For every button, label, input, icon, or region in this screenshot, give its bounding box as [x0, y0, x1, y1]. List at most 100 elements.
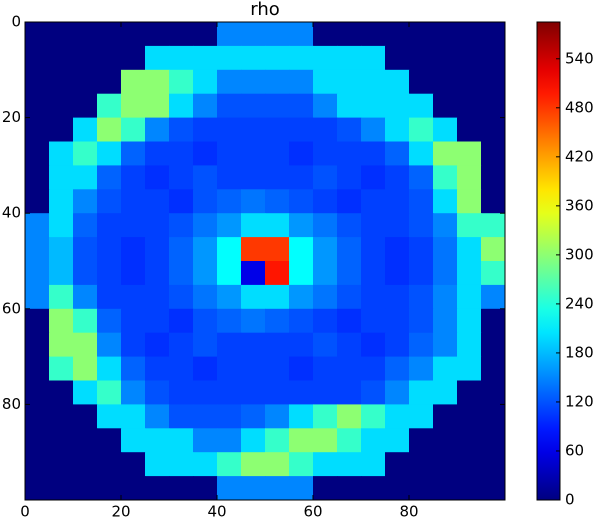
- heat-cell: [25, 452, 50, 477]
- heat-cell: [193, 308, 218, 334]
- heat-cell: [409, 356, 434, 381]
- heat-cell: [73, 356, 98, 381]
- heat-cell: [121, 45, 146, 71]
- heat-cell: [289, 308, 314, 334]
- heat-cell: [193, 380, 218, 405]
- heat-cell: [337, 117, 362, 142]
- heat-cell: [433, 69, 458, 95]
- heat-cell: [25, 141, 50, 166]
- heat-cell: [481, 308, 506, 334]
- heat-cell: [457, 165, 482, 190]
- heat-cell: [361, 332, 386, 358]
- heat-cell: [169, 22, 194, 47]
- heat-cell: [409, 117, 434, 142]
- heat-cell: [193, 213, 218, 238]
- heat-cell: [265, 93, 290, 119]
- heat-cell: [313, 452, 338, 477]
- heat-cell: [241, 141, 266, 166]
- heat-cell: [409, 476, 434, 501]
- heat-cell: [169, 237, 194, 262]
- heat-cell: [97, 45, 122, 71]
- heat-cell: [121, 428, 146, 453]
- heat-cell: [337, 332, 362, 358]
- heat-cell: [361, 189, 386, 214]
- heat-cell: [337, 308, 362, 334]
- heat-cell: [265, 284, 290, 310]
- heat-cell: [145, 476, 170, 501]
- heat-cell: [25, 189, 50, 214]
- heat-cell: [457, 237, 482, 262]
- heat-cell: [289, 356, 314, 381]
- heat-cell: [49, 404, 74, 429]
- heat-cell: [313, 117, 338, 142]
- heat-cell: [97, 452, 122, 477]
- heat-cell: [265, 45, 290, 71]
- heat-cell: [73, 332, 98, 358]
- heat-cell: [25, 117, 50, 142]
- heat-cell: [193, 237, 218, 262]
- heat-cell: [217, 141, 242, 166]
- heat-cell: [121, 165, 146, 190]
- y-tick-label: 80: [2, 395, 21, 413]
- heat-cell: [337, 213, 362, 238]
- heat-cell: [193, 284, 218, 310]
- heat-cell: [49, 141, 74, 166]
- heat-cell: [121, 141, 146, 166]
- heat-cell: [217, 22, 242, 47]
- heat-cell: [289, 476, 314, 501]
- heat-cell: [433, 428, 458, 453]
- heat-cell: [457, 476, 482, 501]
- heat-cell: [145, 237, 170, 262]
- heat-cell: [193, 332, 218, 358]
- heat-cell: [361, 213, 386, 238]
- heat-cell: [361, 93, 386, 119]
- x-tick-label: 60: [303, 503, 322, 519]
- heat-cell: [121, 452, 146, 477]
- heat-cell: [121, 356, 146, 381]
- heat-cell: [265, 308, 290, 334]
- heat-cell: [25, 213, 50, 238]
- heat-cell: [457, 332, 482, 358]
- heat-cell: [457, 93, 482, 119]
- heat-cell: [409, 141, 434, 166]
- heat-cell: [433, 476, 458, 501]
- heat-cell: [409, 237, 434, 262]
- heat-cell: [457, 45, 482, 71]
- heat-cell: [169, 45, 194, 71]
- heat-cell: [241, 22, 266, 47]
- heat-cell: [193, 404, 218, 429]
- heat-cell: [313, 45, 338, 71]
- colorbar-tick-label: 0: [565, 491, 575, 509]
- heat-cell: [73, 380, 98, 405]
- heat-cell: [433, 237, 458, 262]
- heat-cell: [481, 404, 506, 429]
- heat-cell: [121, 404, 146, 429]
- heat-cell: [433, 284, 458, 310]
- heat-cell: [169, 332, 194, 358]
- heat-cell: [169, 284, 194, 310]
- heat-cell: [49, 356, 74, 381]
- heat-cell: [481, 284, 506, 310]
- heat-cell: [361, 452, 386, 477]
- heat-cell: [337, 356, 362, 381]
- heat-cell: [265, 22, 290, 47]
- heat-cell: [289, 93, 314, 119]
- heat-cell: [481, 69, 506, 95]
- heat-cell: [145, 261, 170, 286]
- heat-cell: [193, 22, 218, 47]
- heat-cell: [289, 428, 314, 453]
- heat-cell: [145, 284, 170, 310]
- heat-cell: [265, 261, 290, 286]
- heat-cell: [385, 45, 410, 71]
- heat-cell: [337, 237, 362, 262]
- heat-cell: [457, 69, 482, 95]
- heat-cell: [145, 404, 170, 429]
- heat-cell: [217, 189, 242, 214]
- heat-cell: [217, 261, 242, 286]
- heat-cell: [433, 308, 458, 334]
- heat-cell: [289, 45, 314, 71]
- heat-cell: [385, 332, 410, 358]
- heat-cell: [361, 22, 386, 47]
- heat-cell: [313, 284, 338, 310]
- heat-cell: [49, 476, 74, 501]
